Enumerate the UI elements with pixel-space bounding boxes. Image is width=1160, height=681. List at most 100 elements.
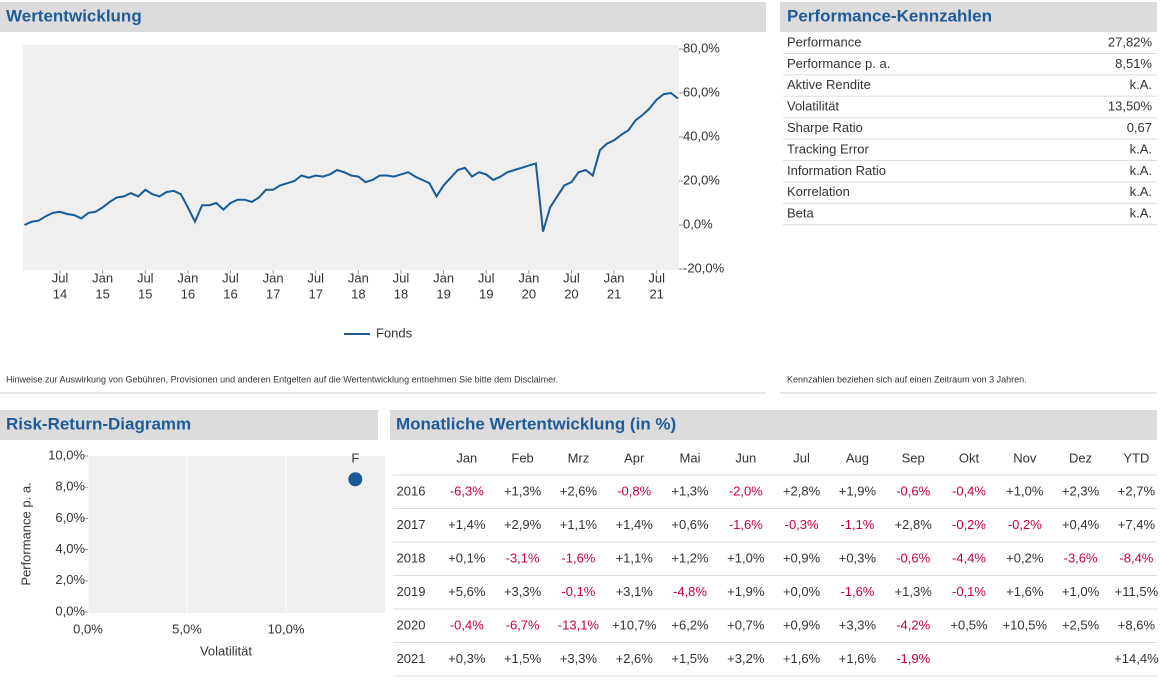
month-value: -4,4% — [952, 550, 986, 565]
x-tick-label: 5,0% — [172, 621, 202, 636]
month-value: +2,6% — [560, 483, 598, 498]
column-header: Mai — [680, 450, 701, 465]
x-tick-label: Jul — [52, 270, 69, 285]
month-value: +1,0% — [727, 550, 765, 565]
x-tick-label: Jul — [222, 270, 239, 285]
month-value: +2,8% — [895, 517, 933, 532]
month-value: +1,0% — [1062, 584, 1100, 599]
y-tick-label: 6,0% — [55, 510, 85, 525]
y-tick-label: 60,0% — [683, 84, 720, 99]
month-value: +3,3% — [560, 651, 598, 666]
metric-value: k.A. — [1130, 184, 1152, 199]
metric-value: 27,82% — [1108, 34, 1153, 49]
column-header: Mrz — [568, 450, 590, 465]
metric-value: k.A. — [1130, 163, 1152, 178]
x-tick-label: 0,0% — [73, 621, 103, 636]
note: Kennzahlen beziehen sich auf einen Zeitr… — [787, 374, 1027, 384]
month-value: +10,5% — [1003, 617, 1048, 632]
column-header: Aug — [846, 450, 869, 465]
x-tick-label: Jul — [307, 270, 324, 285]
y-tick-label: 20,0% — [683, 172, 720, 187]
x-tick-label: 15 — [95, 286, 109, 301]
data-point — [348, 472, 363, 487]
x-tick-label: 17 — [308, 286, 322, 301]
header-bar — [0, 410, 378, 440]
x-tick-label: 19 — [436, 286, 450, 301]
month-value: +5,6% — [448, 584, 486, 599]
month-value: +2,8% — [783, 483, 821, 498]
month-value: +1,5% — [504, 651, 542, 666]
x-tick-label: Jan — [348, 270, 369, 285]
point-label: F — [351, 451, 359, 466]
y-axis-label: Performance p. a. — [18, 482, 33, 585]
month-value: +7,4% — [1118, 517, 1156, 532]
month-value: +0,1% — [448, 550, 486, 565]
month-value: +2,6% — [616, 651, 654, 666]
column-header: Nov — [1013, 450, 1037, 465]
month-value: +1,9% — [727, 584, 765, 599]
x-tick-label: Jul — [563, 270, 580, 285]
year-label: 2021 — [397, 651, 426, 666]
month-value: -0,2% — [952, 517, 986, 532]
column-header: Jun — [735, 450, 756, 465]
legend-label: Fonds — [376, 325, 413, 340]
month-value: -3,1% — [506, 550, 540, 565]
metric-value: k.A. — [1130, 206, 1152, 221]
column-header: Dez — [1069, 450, 1092, 465]
x-tick-label: Jan — [604, 270, 625, 285]
month-value: -0,6% — [896, 483, 930, 498]
metric-label: Tracking Error — [787, 141, 870, 156]
y-tick-label: 80,0% — [683, 40, 720, 55]
y-tick-label: 0,0% — [55, 603, 85, 618]
month-value: -6,7% — [506, 617, 540, 632]
month-value: -0,6% — [896, 550, 930, 565]
plot-area — [88, 456, 385, 613]
metric-value: 0,67 — [1127, 120, 1152, 135]
month-value: +1,3% — [504, 483, 542, 498]
header-bar — [390, 410, 1157, 440]
month-value: +3,1% — [616, 584, 654, 599]
panel-title: Risk-Return-Diagramm — [6, 414, 191, 433]
header-bar — [0, 2, 766, 32]
month-value: +0,0% — [783, 584, 821, 599]
month-value: +0,2% — [1006, 550, 1044, 565]
column-header: Feb — [511, 450, 533, 465]
month-value: +10,7% — [612, 617, 657, 632]
month-value: +1,1% — [616, 550, 654, 565]
month-value: +6,2% — [671, 617, 709, 632]
month-value: +1,3% — [895, 584, 933, 599]
y-tick-label: -20,0% — [683, 260, 725, 275]
month-value: -1,1% — [840, 517, 874, 532]
x-tick-label: Jul — [648, 270, 665, 285]
month-value: +3,3% — [839, 617, 877, 632]
month-value: +0,3% — [839, 550, 877, 565]
month-value: +11,5% — [1115, 584, 1159, 599]
y-tick-label: 40,0% — [683, 128, 720, 143]
month-value: -4,8% — [673, 584, 707, 599]
panel-title: Monatliche Wertentwicklung (in %) — [396, 414, 676, 433]
plot-area — [23, 45, 679, 270]
month-value: +0,9% — [783, 550, 821, 565]
month-value: +0,6% — [671, 517, 709, 532]
month-value: -1,9% — [896, 651, 930, 666]
month-value: +2,5% — [1062, 617, 1100, 632]
month-value: -0,1% — [952, 584, 986, 599]
metric-label: Information Ratio — [787, 163, 886, 178]
metric-label: Beta — [787, 206, 815, 221]
x-tick-label: Jan — [177, 270, 198, 285]
metric-label: Volatilität — [787, 99, 839, 114]
month-value: +2,9% — [504, 517, 542, 532]
month-value: +3,2% — [727, 651, 765, 666]
y-tick-label: 8,0% — [55, 479, 85, 494]
x-tick-label: 14 — [53, 286, 67, 301]
month-value: +1,4% — [616, 517, 654, 532]
month-value: -2,0% — [729, 483, 763, 498]
x-tick-label: Jan — [433, 270, 454, 285]
y-tick-label: 0,0% — [683, 216, 713, 231]
month-value: +0,5% — [950, 617, 988, 632]
month-value: -8,4% — [1119, 550, 1153, 565]
column-header: Okt — [959, 450, 980, 465]
data-line — [24, 91, 679, 232]
x-tick-label: 19 — [479, 286, 493, 301]
month-value: +1,4% — [448, 517, 486, 532]
